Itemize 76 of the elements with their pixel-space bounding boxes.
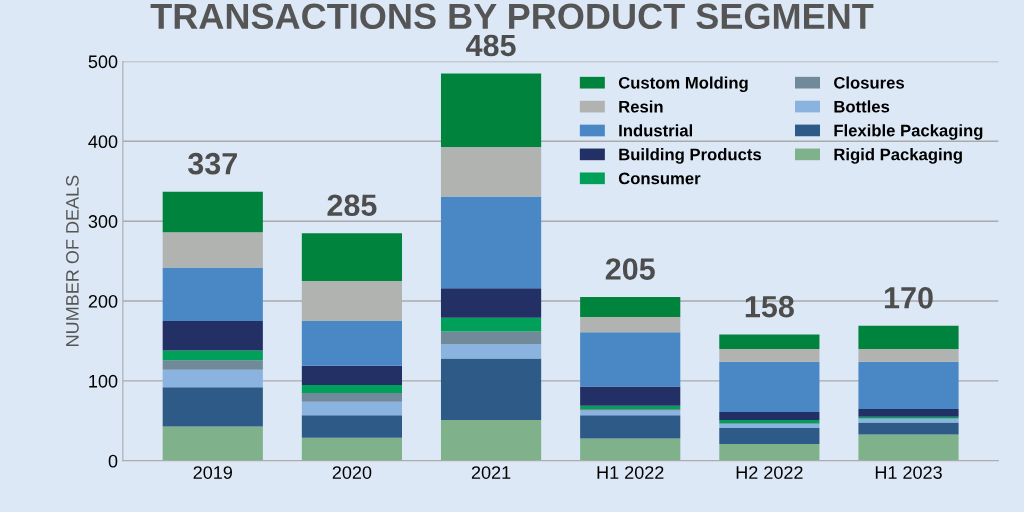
- bar: [301, 384, 403, 393]
- bar: [440, 73, 542, 147]
- bar: [301, 321, 403, 366]
- bar: [580, 415, 681, 439]
- bar: [162, 360, 263, 370]
- bar: [858, 434, 959, 461]
- x-tick-label: H1 2022: [597, 466, 664, 479]
- bar: [301, 233, 403, 282]
- bar: [858, 418, 959, 423]
- y-tick-label: 500: [88, 55, 118, 69]
- total-label: 170: [884, 287, 933, 309]
- bar: [440, 196, 542, 289]
- bar: [580, 438, 681, 461]
- legend-label: Industrial: [619, 124, 693, 137]
- bar: [858, 361, 959, 409]
- bar: [719, 444, 820, 461]
- bar: [719, 361, 820, 413]
- total-label: 485: [466, 34, 516, 57]
- bar: [301, 365, 403, 385]
- bar: [719, 424, 820, 429]
- y-axis-title: NUMBER OF DEALS: [65, 175, 79, 346]
- bar: [440, 146, 542, 197]
- legend-label: Consumer: [618, 172, 701, 185]
- x-tick-label: H2 2022: [736, 466, 803, 479]
- bar: [440, 317, 542, 332]
- legend-label: Building Products: [619, 148, 762, 164]
- bar: [719, 428, 820, 445]
- bar: [719, 334, 820, 349]
- bar: [858, 325, 959, 349]
- y-tick-label: 200: [88, 294, 118, 308]
- bar: [162, 267, 263, 322]
- bar: [858, 348, 959, 362]
- legend-label: Rigid Packaging: [834, 148, 962, 164]
- bar: [440, 358, 542, 421]
- bar: [162, 232, 263, 268]
- bar: [719, 412, 820, 421]
- bar: [580, 317, 681, 333]
- bar: [162, 321, 263, 351]
- total-label: 337: [187, 152, 237, 175]
- bar: [580, 386, 681, 406]
- legend-label: Flexible Packaging: [834, 124, 983, 140]
- x-tick-label: H1 2023: [875, 466, 942, 479]
- bar: [162, 369, 263, 388]
- bar: [301, 437, 403, 461]
- total-label: 285: [327, 194, 377, 217]
- bar: [162, 387, 263, 427]
- legend-label: Resin: [619, 100, 663, 113]
- bar: [719, 348, 820, 362]
- bar: [162, 350, 263, 361]
- bar: [858, 422, 959, 435]
- bar: [440, 344, 542, 359]
- bar: [301, 401, 403, 416]
- bar: [301, 392, 403, 402]
- bar: [440, 420, 542, 461]
- total-label: 205: [605, 258, 655, 280]
- total-label: 158: [745, 295, 794, 318]
- chart-title: TRANSACTIONS BY PRODUCT SEGMENT: [150, 3, 874, 30]
- bar: [580, 297, 681, 318]
- y-tick-label: 100: [89, 374, 118, 388]
- bar: [440, 331, 542, 345]
- bar: [301, 415, 403, 438]
- legend-label: Custom Molding: [618, 76, 748, 93]
- bar: [580, 410, 681, 416]
- legend-label: Bottles: [834, 100, 890, 113]
- bar: [440, 288, 542, 318]
- y-tick-label: 0: [108, 454, 118, 468]
- y-tick-label: 300: [88, 215, 118, 228]
- bar: [162, 191, 263, 233]
- bar: [858, 408, 959, 417]
- legend-label: Closures: [834, 76, 904, 89]
- bar: [580, 332, 681, 387]
- x-tick-label: 2019: [193, 466, 232, 479]
- x-tick-label: 2020: [332, 466, 372, 479]
- bar: [162, 426, 263, 461]
- y-tick-label: 400: [88, 135, 118, 149]
- x-tick-label: 2021: [471, 466, 511, 479]
